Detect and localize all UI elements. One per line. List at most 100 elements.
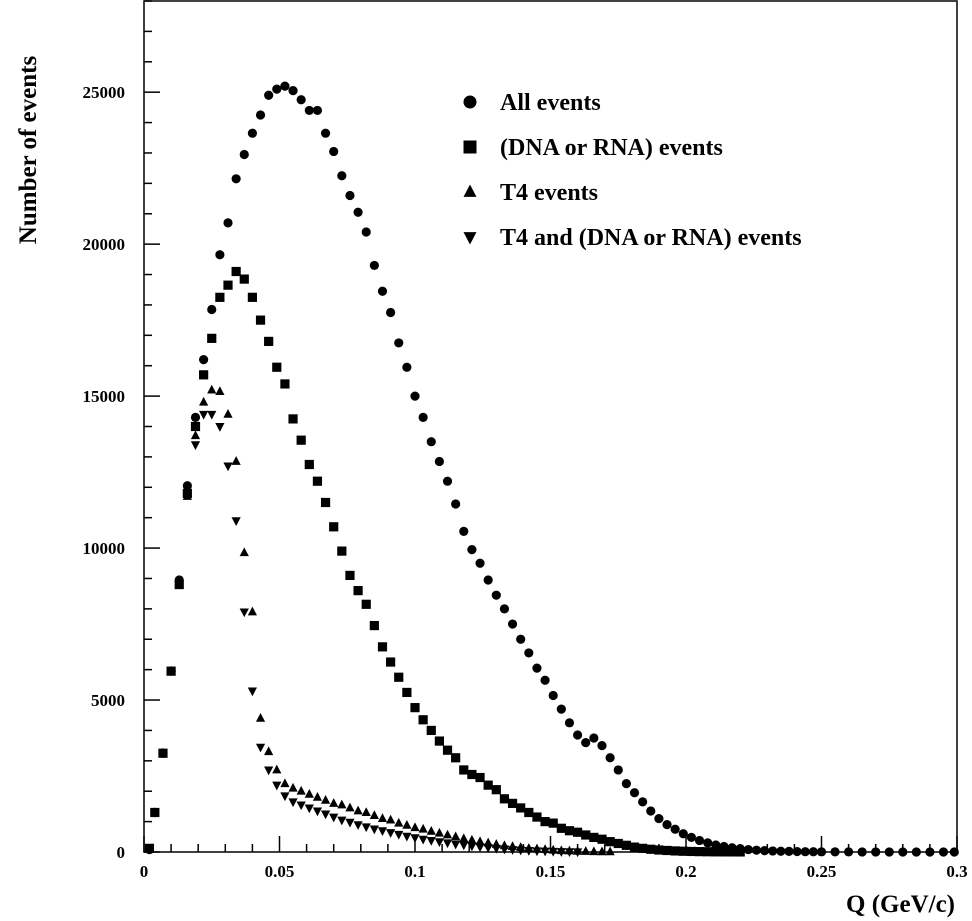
- data-point: [743, 844, 753, 855]
- data-point: [768, 846, 778, 856]
- data-point: [353, 586, 363, 596]
- data-point: [605, 837, 615, 847]
- data-point: [215, 250, 225, 260]
- data-point: [621, 840, 631, 850]
- y-tick-label: 0: [117, 843, 126, 862]
- data-point: [911, 847, 921, 857]
- data-point: [410, 822, 420, 832]
- data-point: [264, 766, 274, 776]
- data-point: [686, 832, 697, 843]
- data-point: [264, 90, 274, 100]
- legend-marker: [463, 232, 477, 245]
- data-point: [605, 753, 615, 763]
- data-point: [272, 362, 282, 372]
- data-point: [483, 575, 493, 585]
- data-point: [329, 146, 339, 157]
- data-point: [662, 820, 672, 830]
- data-point: [304, 105, 314, 116]
- data-point: [451, 753, 461, 763]
- y-tick-label: 25000: [83, 83, 126, 102]
- data-point: [573, 827, 583, 837]
- data-point: [418, 823, 428, 833]
- data-point: [556, 704, 566, 714]
- data-point: [329, 813, 339, 823]
- data-point: [190, 412, 201, 422]
- data-point: [345, 818, 355, 828]
- data-point: [288, 798, 298, 808]
- data-point: [199, 355, 209, 365]
- data-point: [361, 823, 371, 833]
- data-point: [280, 778, 290, 788]
- data-point: [410, 391, 420, 401]
- data-point: [329, 798, 339, 807]
- data-point: [199, 396, 209, 406]
- data-point: [589, 846, 599, 856]
- data-point: [377, 813, 388, 823]
- legend: All events (DNA or RNA) events T4 events T4…: [463, 90, 802, 251]
- data-point: [581, 830, 591, 840]
- data-point: [442, 839, 453, 849]
- data-point: [451, 840, 461, 850]
- data-point: [247, 606, 257, 616]
- data-point: [434, 827, 444, 837]
- data-point: [426, 725, 436, 736]
- data-point: [670, 824, 680, 834]
- data-point: [231, 266, 241, 277]
- data-point: [144, 843, 155, 853]
- x-axis-title: Q (GeV/c): [846, 891, 955, 918]
- data-point: [386, 814, 396, 824]
- data-point: [426, 437, 436, 447]
- data-point: [239, 149, 249, 160]
- data-point: [386, 657, 396, 667]
- data-point: [776, 846, 786, 856]
- data-point: [613, 765, 623, 775]
- data-point: [589, 733, 599, 743]
- data-point: [394, 830, 404, 840]
- data-point: [207, 304, 217, 315]
- data-point: [320, 497, 331, 508]
- data-point: [223, 462, 233, 472]
- y-tick-label: 15000: [83, 387, 126, 406]
- data-point: [239, 608, 249, 618]
- data-point: [540, 675, 550, 685]
- data-point: [361, 599, 371, 609]
- data-point: [296, 785, 306, 795]
- data-point: [255, 743, 266, 753]
- data-point: [442, 476, 453, 486]
- data-point: [402, 362, 412, 372]
- data-point: [467, 834, 477, 844]
- data-point: [532, 847, 542, 857]
- data-point: [272, 764, 282, 774]
- data-point: [556, 848, 566, 857]
- data-point: [884, 847, 894, 857]
- data-point: [288, 414, 298, 424]
- data-point: [377, 286, 388, 296]
- data-point: [280, 379, 290, 389]
- legend-label: T4 and (DNA or RNA) events: [500, 225, 802, 251]
- data-point: [703, 838, 713, 848]
- axis-ticks: 0 0.05 0.1 0.15 0.2 0.25 0.3 0 5000 10000 15000 200…: [83, 0, 968, 881]
- data-point: [597, 846, 607, 856]
- data-point: [369, 810, 379, 819]
- data-point: [629, 842, 640, 852]
- data-point: [337, 816, 347, 826]
- data-point: [345, 802, 355, 812]
- data-point: [516, 634, 526, 644]
- data-point: [312, 476, 323, 486]
- data-point: [199, 370, 209, 380]
- data-point: [369, 825, 379, 835]
- y-tick-label: 20000: [83, 235, 126, 254]
- data-point: [483, 844, 493, 853]
- data-point: [296, 95, 306, 105]
- plot-frame: [143, 0, 958, 853]
- data-point: [475, 558, 485, 568]
- data-point: [434, 838, 444, 847]
- series-2: [144, 266, 745, 857]
- data-point: [564, 826, 575, 836]
- data-point: [507, 798, 518, 808]
- data-point: [190, 421, 201, 432]
- data-point: [394, 338, 404, 348]
- data-point: [556, 823, 566, 833]
- x-tick-label: 0.15: [536, 862, 566, 881]
- data-point: [491, 590, 501, 600]
